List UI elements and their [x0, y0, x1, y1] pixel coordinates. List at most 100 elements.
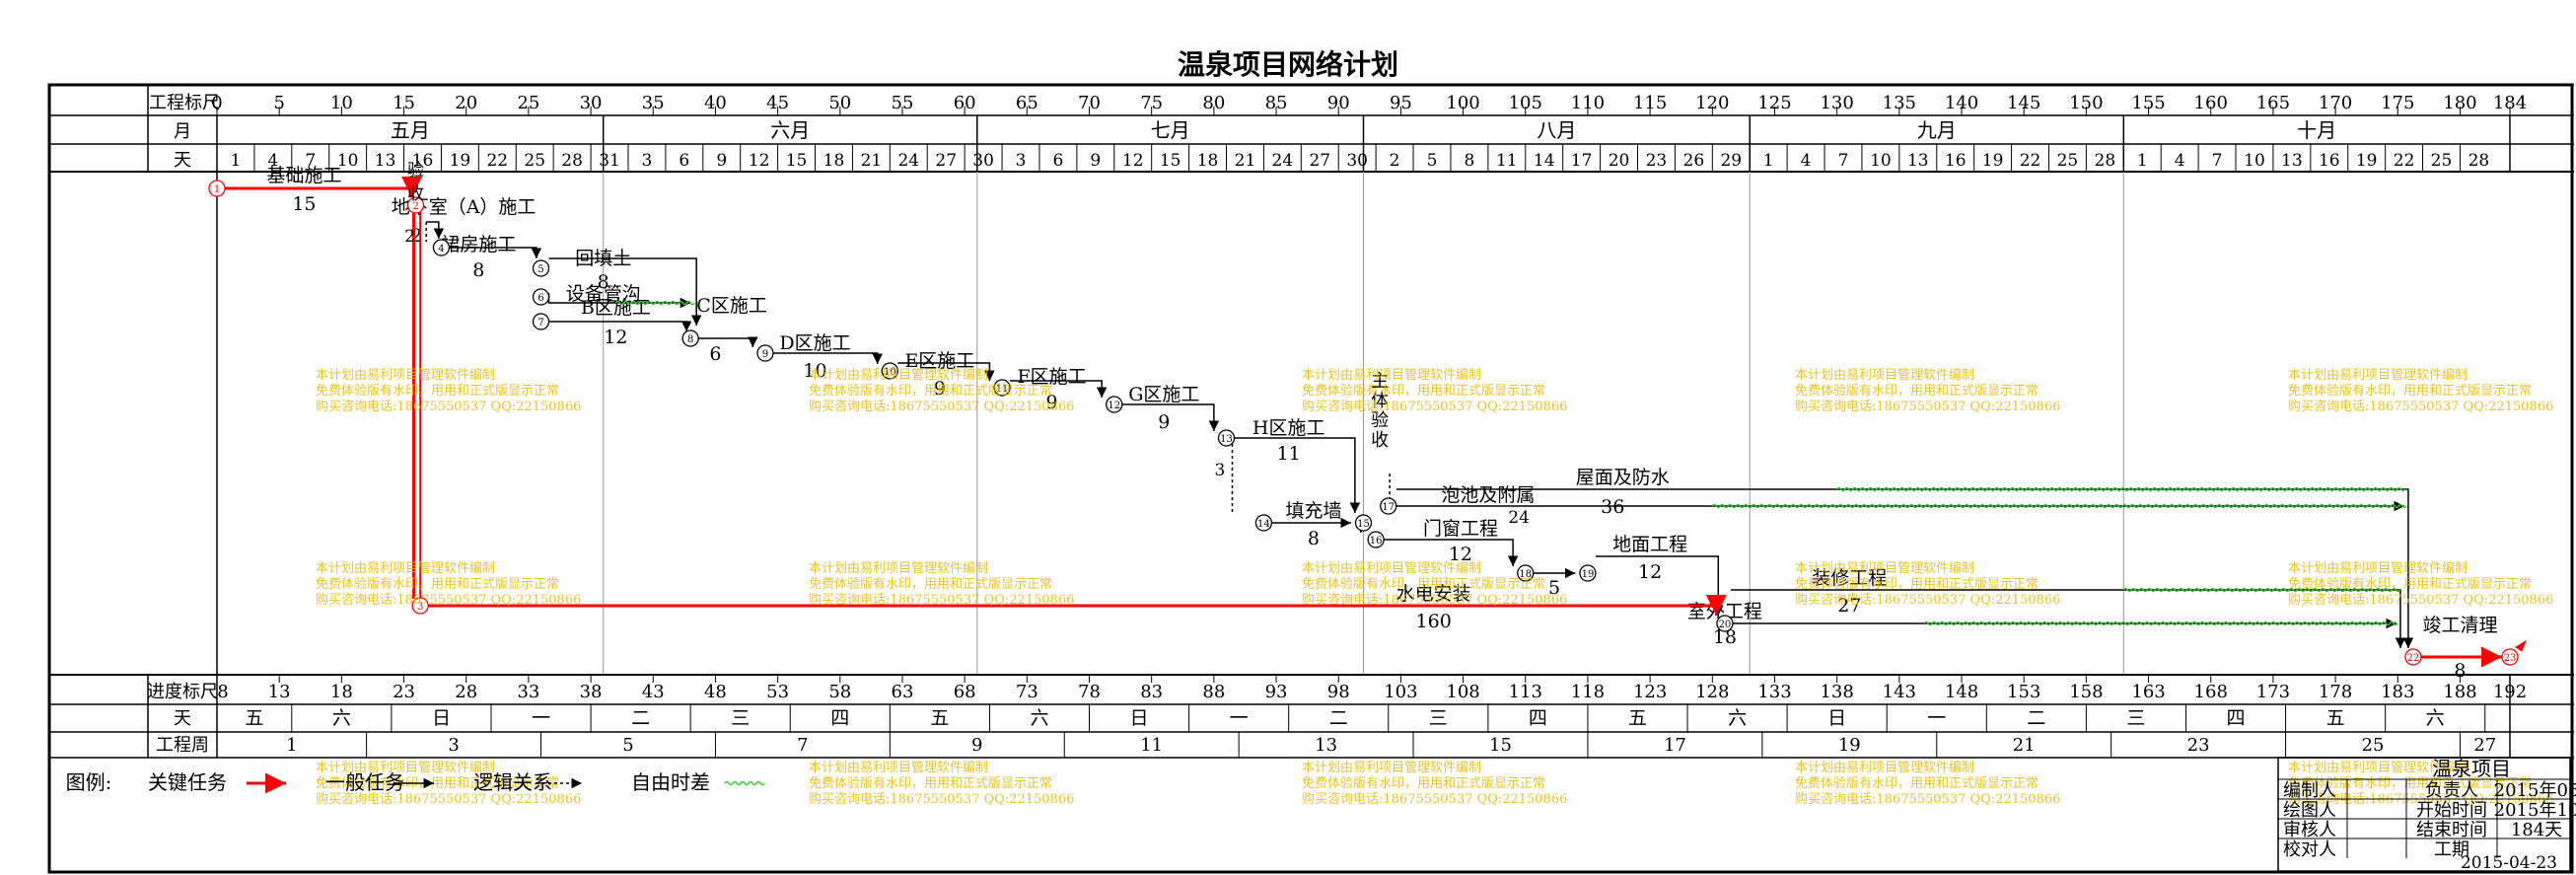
weekday-label: 六 [1728, 707, 1747, 729]
watermark-text: 购买咨询电话:18675550537 QQ:22150866 [2288, 592, 2553, 608]
task-arrow [441, 247, 542, 258]
day-label: 9 [716, 151, 727, 171]
day-label: 12 [749, 151, 770, 171]
watermark-text: 本计划由易利项目管理软件编制 [1302, 561, 1481, 576]
watermark-text: 免费体验版有水印，用用和正式版显示正常 [2288, 383, 2532, 399]
watermark-text: 本计划由易利项目管理软件编制 [1795, 368, 1974, 383]
top-ruler-tick: 30 [580, 93, 603, 113]
month-label: 八月 [1537, 118, 1576, 142]
task-arrow [217, 177, 423, 197]
task-arrow [772, 352, 883, 364]
weekday-label: 六 [1030, 707, 1048, 729]
task-duration: 5 [1548, 577, 1560, 599]
task-name: 泡池及附属 [1441, 484, 1535, 506]
top-ruler-tick: 65 [1016, 93, 1038, 113]
info-cell: 开始时间 [2416, 800, 2487, 821]
task-duration: 36 [1601, 496, 1624, 518]
week-label: 23 [2187, 735, 2210, 756]
watermark-text: 本计划由易利项目管理软件编制 [1302, 761, 1481, 775]
dummy-duration: 2 [404, 227, 415, 247]
bottom-ruler-tick: 133 [1757, 682, 1791, 702]
day-label: 25 [524, 151, 545, 171]
weekday-label: 三 [731, 707, 750, 729]
task-name: H区施工 [1252, 417, 1325, 439]
month-label: 七月 [1151, 118, 1190, 142]
top-ruler-tick: 170 [2319, 93, 2352, 113]
day-label: 22 [486, 151, 508, 171]
task-name: G区施工 [1128, 384, 1199, 405]
event-node [1579, 564, 1597, 582]
event-node-id: 13 [1220, 434, 1233, 445]
free-float-wave [1711, 503, 2407, 509]
bottom-ruler-tick: 138 [1820, 682, 1853, 702]
free-float-wave [614, 300, 695, 306]
task-duration: 12 [604, 327, 627, 348]
event-node [1106, 396, 1123, 413]
day-label: 24 [1272, 151, 1294, 171]
dummy-duration: 24 [1508, 508, 1530, 528]
month-row-label: 月 [174, 121, 191, 142]
day-label: 28 [561, 151, 583, 171]
task-duration: 12 [1638, 561, 1662, 583]
event-node [406, 196, 425, 214]
weekday-label: 日 [432, 707, 451, 729]
week-label: 25 [2362, 735, 2385, 756]
day-label: 31 [599, 151, 620, 171]
day-label: 21 [861, 151, 883, 171]
bottom-ruler-tick: 113 [1509, 682, 1542, 702]
task-name: 基础施工 [266, 165, 341, 186]
week-label: 1 [286, 735, 297, 756]
bottom-ruler-tick: 63 [892, 682, 914, 702]
event-node [1380, 497, 1397, 515]
event-node-id: 5 [537, 264, 543, 275]
watermark-text: 本计划由易利项目管理软件编制 [316, 368, 495, 383]
day-label: 14 [1534, 151, 1555, 171]
task-name: 设备管沟 [566, 283, 641, 305]
event-node [532, 259, 550, 277]
day-label: 10 [1870, 151, 1892, 171]
task-duration: 9 [1158, 411, 1170, 433]
weekday-label: 一 [1230, 707, 1249, 729]
event-node [208, 180, 226, 197]
day-label: 11 [1496, 151, 1518, 171]
task-arrow [1121, 403, 1220, 431]
event-node-id: 8 [687, 334, 693, 345]
day-label: 9 [1090, 151, 1101, 171]
info-project-name: 温泉项目 [2432, 757, 2511, 780]
top-ruler-tick: 10 [330, 93, 353, 113]
task-duration: 9 [1046, 392, 1058, 413]
event-node [1217, 429, 1236, 447]
legend-label: 图例: [66, 770, 112, 794]
top-ruler-tick: 90 [1327, 93, 1350, 113]
top-ruler-tick: 135 [1883, 93, 1916, 113]
top-ruler-tick: 20 [455, 93, 477, 113]
event-node-id: 11 [996, 384, 1009, 395]
day-label: 1 [2137, 151, 2148, 171]
info-cell: 负责人 [2425, 780, 2478, 801]
free-float-wave [1923, 620, 2398, 626]
day-label: 5 [1427, 151, 1438, 171]
task-arrow [426, 221, 445, 239]
event-node [432, 239, 451, 256]
day-label: 6 [1053, 151, 1064, 171]
info-box [2277, 757, 2571, 872]
day-label: 13 [375, 151, 396, 171]
day-label: 19 [1982, 151, 2004, 171]
event-node-id: 3 [417, 602, 423, 613]
watermark-text: 免费体验版有水印，用用和正式版显示正常 [1302, 775, 1545, 791]
info-cell: 工期 [2434, 839, 2469, 860]
task-arrow [1730, 589, 2406, 648]
watermark-text: 免费体验版有水印，用用和正式版显示正常 [316, 383, 559, 399]
event-node [1354, 514, 1373, 532]
day-label: 26 [1683, 151, 1705, 171]
task-duration: 15 [292, 193, 316, 215]
day-label: 7 [305, 151, 316, 171]
info-cell: 184天 [2511, 820, 2562, 840]
task-name: 地面工程 [1612, 534, 1687, 555]
task-arrow [548, 321, 692, 331]
week-label: 19 [1838, 735, 1861, 756]
day-label: 27 [1309, 151, 1330, 171]
task-name: 门窗工程 [1423, 518, 1498, 540]
day-label: 28 [2095, 151, 2116, 171]
